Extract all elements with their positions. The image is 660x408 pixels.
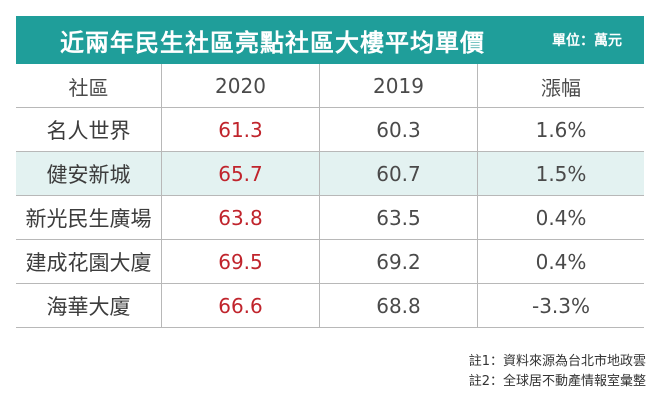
community-name: 建成花園大廈	[16, 240, 162, 284]
footnotes: 註1：資料來源為台北市地政雲 註2：全球居不動產情報室彙整	[469, 352, 646, 392]
price-change: 0.4%	[535, 250, 587, 274]
price-2020: 65.7	[162, 152, 320, 196]
price-2019: 63.5	[320, 196, 478, 240]
price-2019: 60.3	[320, 108, 478, 152]
table-row: 建成花園大廈 69.5 69.2 0.4%	[16, 240, 644, 284]
price-2019: 68.8	[320, 284, 478, 328]
community-name: 新光民生廣場	[16, 196, 162, 240]
community-name: 健安新城	[16, 152, 162, 196]
price-2019: 69.2	[320, 240, 478, 284]
table-row: 名人世界 61.3 60.3 1.6%	[16, 108, 644, 152]
price-change: 1.5%	[535, 162, 587, 186]
table-title: 近兩年民生社區亮點社區大樓平均單價	[60, 28, 485, 57]
header-row: 社區 2020 2019 漲幅	[16, 64, 644, 108]
header-change: 漲幅	[541, 75, 581, 100]
table-row: 海華大廈 66.6 68.8 -3.3%	[16, 284, 644, 328]
community-name: 海華大廈	[16, 284, 162, 328]
price-2020: 69.5	[162, 240, 320, 284]
footnote: 註2：全球居不動產情報室彙整	[468, 374, 646, 389]
community-name: 名人世界	[16, 108, 162, 152]
price-table: 社區 2020 2019 漲幅 名人世界 61.3 60.3 1.6% 健安新城…	[16, 64, 644, 328]
header-community: 社區	[16, 64, 162, 108]
price-2020: 66.6	[162, 284, 320, 328]
unit-label: 單位：萬元	[552, 33, 622, 49]
price-change: 0.4%	[535, 206, 587, 230]
title-bar: 近兩年民生社區亮點社區大樓平均單價 單位：萬元	[16, 16, 644, 64]
price-2020: 63.8	[162, 196, 320, 240]
footnote: 註1：資料來源為台北市地政雲	[468, 354, 646, 369]
header-2019: 2019	[320, 64, 478, 108]
header-2020: 2020	[162, 64, 320, 108]
price-2019: 60.7	[320, 152, 478, 196]
price-2020: 61.3	[162, 108, 320, 152]
price-change: 1.6%	[535, 118, 587, 142]
price-change: -3.3%	[531, 294, 591, 318]
table-row: 健安新城 65.7 60.7 1.5%	[16, 152, 644, 196]
table-row: 新光民生廣場 63.8 63.5 0.4%	[16, 196, 644, 240]
